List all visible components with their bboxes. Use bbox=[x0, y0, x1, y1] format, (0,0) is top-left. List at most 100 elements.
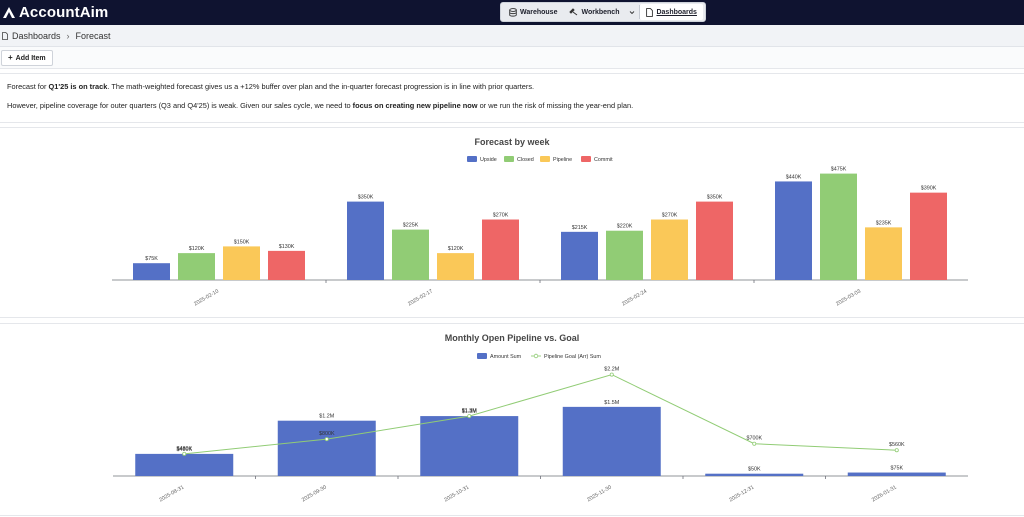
summary-text-panel: Forecast for Q1'25 is on track. The math… bbox=[0, 73, 1024, 123]
bar-closed bbox=[606, 230, 643, 280]
bar-amount-sum bbox=[847, 472, 946, 476]
line-point bbox=[324, 437, 329, 442]
logo-mark-icon bbox=[3, 7, 15, 18]
database-icon bbox=[509, 7, 517, 17]
bar-upside bbox=[133, 263, 170, 280]
plus-icon: + bbox=[8, 53, 13, 62]
bar-amount-sum bbox=[705, 473, 804, 476]
legend-label: Pipeline bbox=[553, 157, 572, 163]
line-point bbox=[609, 372, 614, 377]
nav-dashboards[interactable]: Dashboards bbox=[640, 4, 703, 20]
top-bar: AccountAim Warehouse Workbench bbox=[0, 0, 1024, 25]
workbench-icon bbox=[569, 8, 578, 16]
data-label: $350K bbox=[358, 195, 374, 201]
monthly-pipeline-panel: Monthly Open Pipeline vs. Goal Amount Sum… bbox=[0, 323, 1024, 516]
bar-amount-sum bbox=[420, 416, 519, 476]
bar-upside bbox=[347, 201, 384, 280]
data-label: $390K bbox=[921, 186, 937, 192]
bar-pipeline bbox=[437, 253, 474, 280]
legend-label: Closed bbox=[517, 157, 534, 163]
chart-title: Monthly Open Pipeline vs. Goal bbox=[445, 333, 580, 343]
bar-commit bbox=[482, 219, 519, 280]
forecast-by-week-chart: Forecast by week Upside Closed Pipeline Comm… bbox=[112, 137, 968, 308]
bar-closed bbox=[820, 173, 857, 280]
legend-label: Commit bbox=[594, 157, 613, 163]
legend-swatch bbox=[477, 353, 487, 359]
data-label: $480K bbox=[176, 447, 192, 453]
x-tick-label: 2025-03-03 bbox=[835, 289, 862, 308]
forecast-by-week-panel: Forecast by week Upside Closed Pipeline Comm… bbox=[0, 127, 1024, 318]
data-label: $75K bbox=[145, 256, 158, 262]
dashboard-toolbar: + Add Item bbox=[0, 47, 1024, 69]
data-label: $1.3M bbox=[462, 409, 477, 415]
bar-amount-sum bbox=[562, 406, 661, 476]
bar-commit bbox=[268, 250, 305, 280]
legend-swatch bbox=[581, 156, 591, 162]
legend-swatch bbox=[540, 156, 550, 162]
legend-swatch bbox=[533, 353, 539, 359]
bar-pipeline bbox=[223, 246, 260, 280]
document-icon bbox=[646, 7, 654, 17]
data-label: $130K bbox=[279, 244, 295, 250]
data-label: $270K bbox=[493, 213, 509, 219]
bar-commit bbox=[696, 201, 733, 280]
add-item-label: Add Item bbox=[15, 54, 46, 62]
nav-warehouse[interactable]: Warehouse bbox=[503, 4, 563, 20]
chevron-down-icon bbox=[630, 10, 635, 14]
data-label: $120K bbox=[189, 246, 205, 252]
x-tick-label: 2025-02-17 bbox=[407, 289, 434, 308]
summary-line-2-pre: However, pipeline coverage for outer qua… bbox=[7, 101, 353, 111]
x-tick-label: 2025-12-31 bbox=[728, 485, 755, 504]
chart-title: Forecast by week bbox=[474, 137, 550, 147]
line-data-label: $560K bbox=[889, 442, 905, 448]
nav-divider bbox=[639, 5, 641, 19]
x-tick-label: 2026-01-31 bbox=[871, 485, 898, 504]
data-label: $75K bbox=[890, 466, 903, 472]
line-data-label: $1.3M bbox=[462, 408, 477, 414]
summary-line-2: However, pipeline coverage for outer qua… bbox=[7, 102, 1017, 110]
bar-closed bbox=[392, 229, 429, 280]
data-label: $225K bbox=[403, 223, 419, 229]
legend-swatch bbox=[467, 156, 477, 162]
x-tick-label: 2025-11-30 bbox=[586, 485, 613, 504]
line-point bbox=[467, 414, 472, 419]
bar-upside bbox=[561, 231, 598, 280]
nav-workbench-label: Workbench bbox=[581, 8, 620, 16]
nav-workbench[interactable]: Workbench bbox=[563, 4, 625, 20]
line-data-label: $700K bbox=[746, 436, 762, 442]
data-label: $50K bbox=[748, 467, 761, 473]
bar-amount-sum bbox=[277, 420, 376, 476]
document-icon bbox=[2, 31, 8, 40]
summary-line-1-bold: Q1'25 is on track bbox=[48, 82, 108, 91]
x-tick-label: 2025-08-31 bbox=[158, 485, 185, 504]
data-label: $350K bbox=[707, 195, 723, 201]
bar-pipeline bbox=[865, 227, 902, 280]
legend-label: Upside bbox=[480, 157, 497, 163]
app-name: AccountAim bbox=[19, 4, 109, 21]
breadcrumb-current: Forecast bbox=[75, 30, 111, 41]
summary-line-1-post: . The math-weighted forecast gives us a … bbox=[107, 82, 535, 91]
breadcrumb-root[interactable]: Dashboards bbox=[12, 30, 61, 41]
app-logo[interactable]: AccountAim bbox=[2, 4, 108, 21]
data-label: $215K bbox=[572, 225, 588, 231]
summary-line-2-bold: focus on creating new pipeline now bbox=[352, 101, 478, 111]
bar-closed bbox=[178, 253, 215, 280]
line-point bbox=[752, 441, 757, 446]
bar-amount-sum bbox=[135, 453, 234, 476]
legend-label: Pipeline Goal (Arr) Sum bbox=[544, 354, 601, 360]
bar-pipeline bbox=[651, 219, 688, 280]
nav-more-dropdown[interactable] bbox=[625, 4, 639, 20]
monthly-pipeline-chart: Monthly Open Pipeline vs. Goal Amount Sum… bbox=[113, 333, 968, 504]
line-data-label: $2.2M bbox=[604, 367, 619, 373]
summary-line-2-post: or we run the risk of missing the year-e… bbox=[477, 101, 634, 111]
x-tick-label: 2025-02-10 bbox=[193, 289, 220, 308]
x-tick-label: 2025-09-30 bbox=[301, 485, 328, 504]
breadcrumb-separator: › bbox=[66, 30, 70, 41]
summary-line-1: Forecast for Q1'25 is on track. The math… bbox=[7, 82, 1017, 91]
summary-line-1-pre: Forecast for bbox=[7, 82, 49, 91]
nav-warehouse-label: Warehouse bbox=[520, 8, 558, 16]
series-line-pipeline-goal bbox=[184, 374, 897, 455]
legend-label: Amount Sum bbox=[490, 354, 522, 360]
breadcrumb: Dashboards › Forecast bbox=[0, 25, 1024, 47]
add-item-button[interactable]: + Add Item bbox=[1, 50, 53, 66]
